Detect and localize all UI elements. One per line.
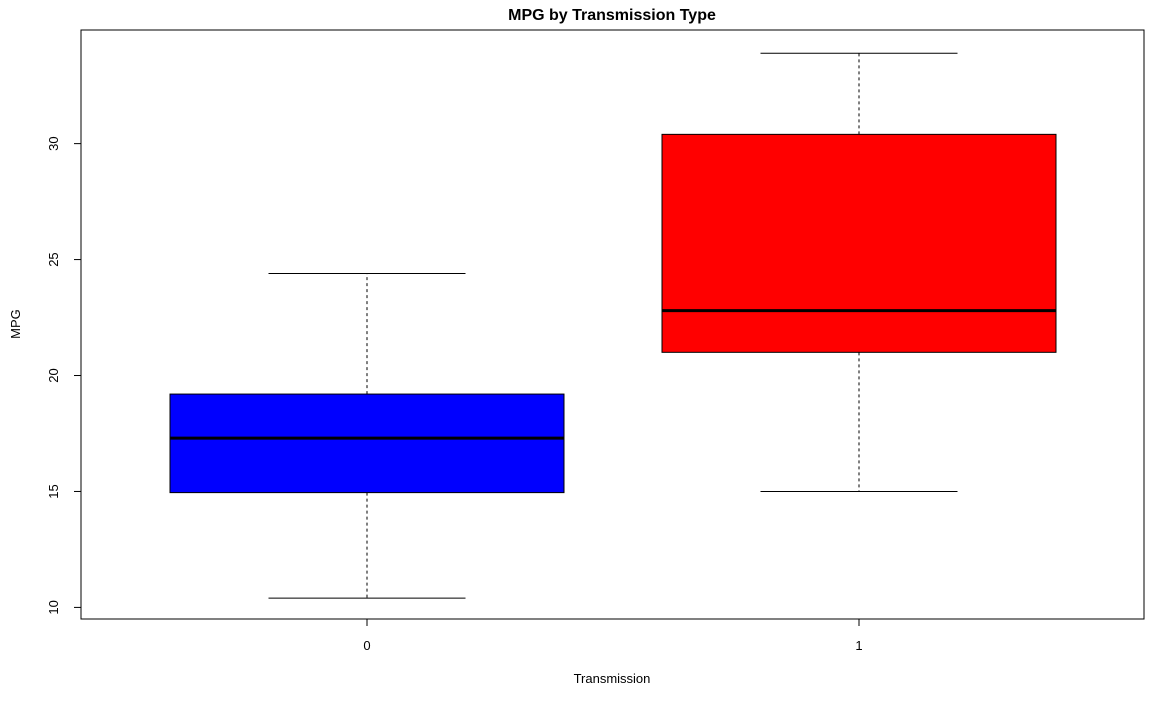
y-axis: 10 15 20 25 30: [46, 136, 82, 615]
chart-title: MPG by Transmission Type: [508, 7, 716, 24]
y-axis-label: MPG: [8, 309, 23, 339]
y-tick-label-20: 20: [46, 368, 61, 382]
y-tick-label-30: 30: [46, 136, 61, 150]
box-group-1: [661, 52, 1057, 492]
boxes-group: [169, 52, 1057, 599]
box-group-0: [169, 272, 565, 599]
x-tick-label-0: 0: [363, 638, 370, 653]
box-1: [661, 133, 1057, 353]
y-tick-label-25: 25: [46, 252, 61, 266]
x-tick-label-1: 1: [855, 638, 862, 653]
x-axis-label: Transmission: [574, 671, 651, 686]
y-tick-label-10: 10: [46, 600, 61, 614]
box-0: [169, 393, 565, 494]
y-tick-label-15: 15: [46, 484, 61, 498]
